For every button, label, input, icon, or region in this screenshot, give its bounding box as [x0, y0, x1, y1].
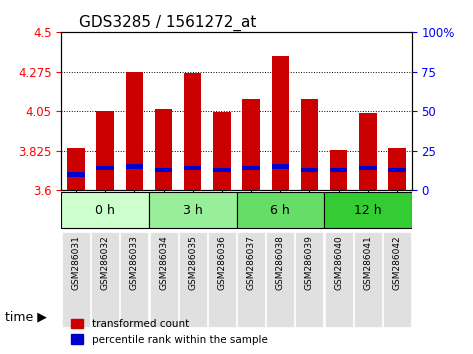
- Bar: [126, 165, 143, 169]
- FancyBboxPatch shape: [61, 193, 149, 228]
- Text: GDS3285 / 1561272_at: GDS3285 / 1561272_at: [79, 14, 256, 30]
- FancyBboxPatch shape: [324, 232, 352, 327]
- Bar: [272, 165, 289, 169]
- Bar: [184, 166, 201, 171]
- Bar: [330, 150, 347, 190]
- Bar: [301, 99, 318, 190]
- FancyBboxPatch shape: [266, 232, 294, 327]
- Bar: [359, 113, 377, 190]
- Text: GSM286035: GSM286035: [188, 235, 197, 290]
- Bar: [155, 168, 172, 172]
- Bar: [272, 56, 289, 190]
- Bar: [301, 168, 318, 172]
- Text: GSM286039: GSM286039: [305, 235, 314, 290]
- FancyBboxPatch shape: [236, 193, 324, 228]
- FancyBboxPatch shape: [149, 232, 177, 327]
- Text: GSM286034: GSM286034: [159, 235, 168, 290]
- Bar: [67, 148, 85, 190]
- Bar: [242, 99, 260, 190]
- FancyBboxPatch shape: [208, 232, 236, 327]
- FancyBboxPatch shape: [179, 232, 207, 327]
- Bar: [388, 148, 406, 190]
- Text: 0 h: 0 h: [95, 204, 115, 217]
- Text: GSM286038: GSM286038: [276, 235, 285, 290]
- Bar: [330, 168, 347, 172]
- Bar: [67, 172, 85, 177]
- Text: GSM286037: GSM286037: [246, 235, 255, 290]
- Bar: [213, 168, 231, 172]
- Bar: [213, 112, 231, 190]
- Text: GSM286041: GSM286041: [363, 235, 372, 290]
- Bar: [126, 72, 143, 190]
- Text: 3 h: 3 h: [183, 204, 202, 217]
- Bar: [96, 166, 114, 171]
- Text: GSM286032: GSM286032: [101, 235, 110, 290]
- Legend: transformed count, percentile rank within the sample: transformed count, percentile rank withi…: [67, 315, 272, 349]
- Bar: [184, 73, 201, 190]
- Bar: [388, 168, 406, 172]
- FancyBboxPatch shape: [237, 232, 265, 327]
- Text: GSM286042: GSM286042: [393, 235, 402, 290]
- FancyBboxPatch shape: [324, 193, 412, 228]
- FancyBboxPatch shape: [383, 232, 411, 327]
- Text: 12 h: 12 h: [354, 204, 382, 217]
- Text: GSM286040: GSM286040: [334, 235, 343, 290]
- FancyBboxPatch shape: [296, 232, 324, 327]
- Text: time ▶: time ▶: [5, 310, 47, 323]
- Text: GSM286036: GSM286036: [218, 235, 227, 290]
- Text: 6 h: 6 h: [271, 204, 290, 217]
- FancyBboxPatch shape: [62, 232, 90, 327]
- Bar: [359, 166, 377, 171]
- FancyBboxPatch shape: [354, 232, 382, 327]
- FancyBboxPatch shape: [121, 232, 149, 327]
- Text: GSM286033: GSM286033: [130, 235, 139, 290]
- FancyBboxPatch shape: [91, 232, 119, 327]
- Text: GSM286031: GSM286031: [71, 235, 80, 290]
- FancyBboxPatch shape: [149, 193, 236, 228]
- Bar: [155, 109, 172, 190]
- Bar: [242, 166, 260, 171]
- Bar: [96, 111, 114, 190]
